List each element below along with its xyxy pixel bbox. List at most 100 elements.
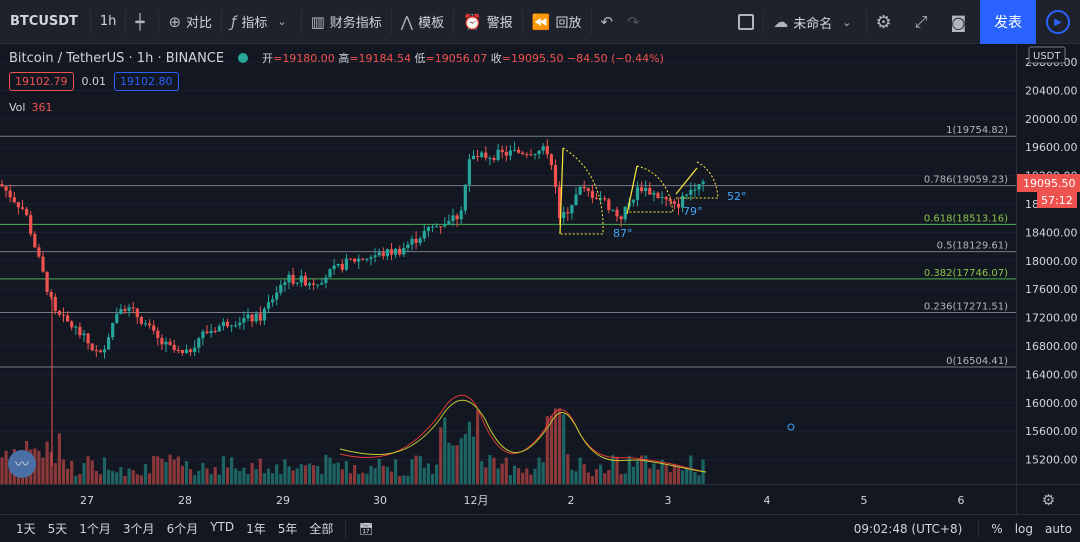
candle[interactable] [537,150,541,159]
range-button[interactable]: 1天 [16,522,36,536]
range-button[interactable]: 5年 [277,522,298,536]
candle[interactable] [143,320,148,327]
candle[interactable] [603,195,607,202]
range-button[interactable]: 3个月 [122,522,155,536]
candle[interactable] [303,272,307,287]
percent-toggle[interactable]: % [991,521,1003,536]
candle[interactable] [213,327,217,334]
candle[interactable] [66,311,70,322]
time-axis[interactable]: 27 28 29 30 12月 2 3 4 5 6 [0,484,1016,514]
candle[interactable] [49,289,53,301]
candle[interactable] [74,324,78,335]
candle[interactable] [61,307,66,323]
symbol-search-button[interactable]: BTCUSDT [10,14,78,29]
symbol-title[interactable]: Bitcoin / TetherUS · 1h · BINANCE [9,50,225,66]
candle[interactable] [394,248,398,259]
candle[interactable] [102,345,107,359]
candle[interactable] [127,303,131,317]
candle[interactable] [344,253,348,271]
fullscreen-button[interactable]: ⤢ [906,0,942,44]
candle[interactable] [594,192,599,200]
candle[interactable] [307,281,312,290]
candle[interactable] [320,278,324,286]
candle[interactable] [82,330,86,343]
range-button[interactable]: 1个月 [79,522,111,536]
candle[interactable] [78,322,82,339]
candle[interactable] [619,215,623,227]
candle[interactable] [377,248,381,258]
candle[interactable] [242,311,246,331]
candle[interactable] [250,313,254,328]
candle[interactable] [660,191,664,204]
trend-line[interactable] [626,165,638,215]
candle[interactable] [332,258,336,276]
candle[interactable] [607,197,611,214]
candle[interactable] [681,192,685,213]
candle[interactable] [172,339,176,354]
candle[interactable] [29,210,33,237]
candle[interactable] [271,295,275,307]
axis-settings-button[interactable]: ⚙ [1016,484,1080,514]
candle[interactable] [53,293,57,315]
alert-button[interactable]: ⏰ 警报 [454,0,522,44]
candle[interactable] [70,319,74,331]
candle[interactable] [676,197,681,215]
price-axis[interactable]: 20800.0020400.0020000.0019600.0019200.00… [1016,44,1080,484]
candle[interactable] [582,180,586,192]
candle[interactable] [521,150,525,156]
sell-button[interactable]: 19102.79 [9,72,74,91]
candle[interactable] [648,182,652,195]
undo-button[interactable]: ↶ [592,0,628,44]
candle[interactable] [492,155,496,163]
candle[interactable] [517,146,521,154]
candle[interactable] [180,349,184,356]
candle[interactable] [615,206,619,222]
candle[interactable] [135,307,139,324]
candle[interactable] [459,206,463,224]
candle[interactable] [156,327,160,346]
candle[interactable] [291,267,295,287]
candle[interactable] [652,190,656,202]
candle[interactable] [86,332,90,350]
candle[interactable] [599,191,603,203]
candle[interactable] [193,340,197,357]
angle-arc[interactable] [676,161,719,199]
candle[interactable] [283,279,287,293]
candle[interactable] [693,183,697,198]
fullscreen-layout-button[interactable] [729,0,763,44]
log-toggle[interactable]: log [1014,521,1033,536]
candle[interactable] [12,192,16,204]
candle[interactable] [451,208,455,227]
candle[interactable] [353,258,357,264]
candle[interactable] [279,280,283,296]
candle[interactable] [4,185,8,198]
candle[interactable] [20,199,25,211]
candle[interactable] [512,141,517,152]
candle[interactable] [45,271,49,296]
candle[interactable] [357,254,361,269]
clock-display[interactable]: 09:02:48 (UTC+8) [853,521,963,536]
candle[interactable] [496,143,500,162]
candle[interactable] [217,323,221,332]
candle[interactable] [389,243,394,261]
candle[interactable] [369,254,373,266]
price-chart[interactable]: 1(19754.82) 0.786(19059.23) 0.618(18513.16… [0,44,1016,484]
candle[interactable] [340,258,344,273]
candle[interactable] [16,201,20,215]
candle[interactable] [184,344,189,355]
candle[interactable] [361,257,365,261]
candle[interactable] [549,153,553,170]
angle-arc[interactable] [627,165,674,213]
candle[interactable] [57,309,61,317]
snapshot-button[interactable]: ◙ [941,0,980,44]
compare-button[interactable]: ⊕ 对比 [159,0,221,44]
candle[interactable] [570,204,574,220]
candle[interactable] [98,349,102,353]
trend-line[interactable] [675,167,698,195]
candle[interactable] [525,151,529,159]
candle[interactable] [484,146,488,161]
publish-button[interactable]: 发表 [980,0,1036,44]
candle[interactable] [205,325,209,335]
candle[interactable] [635,181,640,207]
trend-line[interactable] [559,147,564,235]
